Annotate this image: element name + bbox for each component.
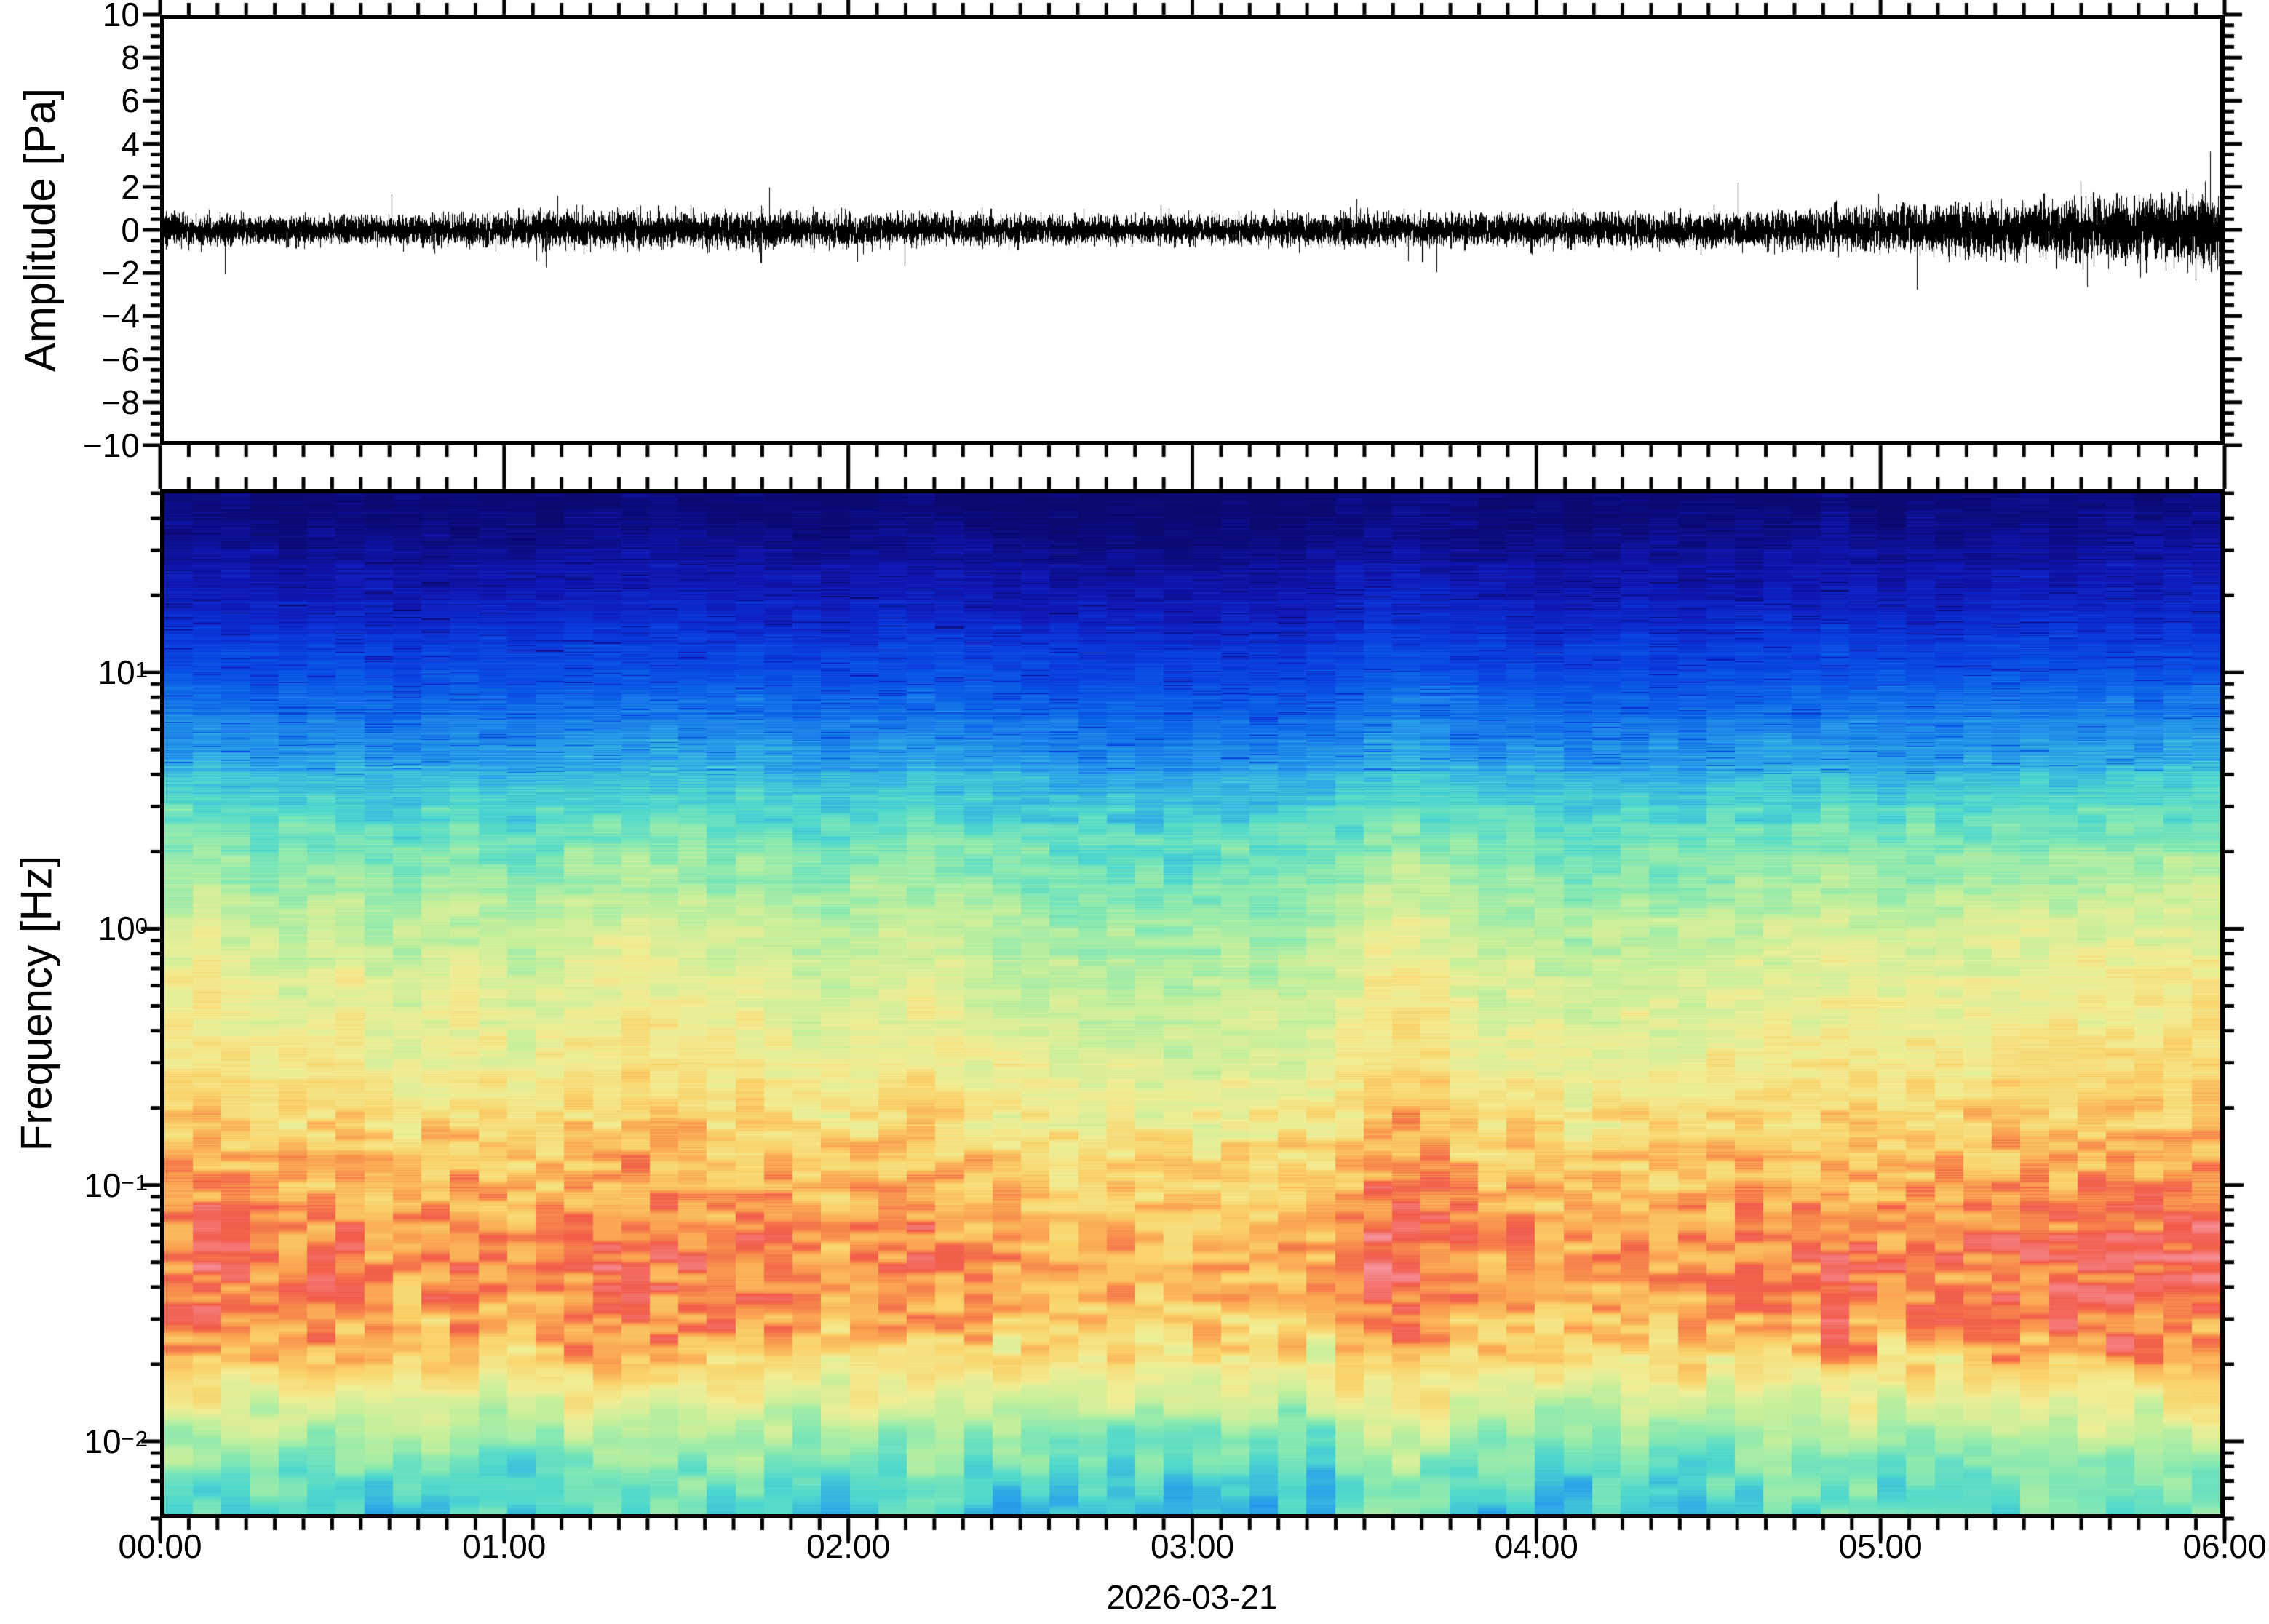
amplitude-tick-label: 0 <box>121 211 140 249</box>
waveform-plot <box>164 19 2220 441</box>
frequency-axis-title: Frequency [Hz] <box>12 855 61 1152</box>
date-label: 2026-03-21 <box>1106 1578 1278 1616</box>
amplitude-tick-label: −8 <box>101 383 140 421</box>
amplitude-tick-label: −2 <box>101 254 140 292</box>
amplitude-tick-label: 4 <box>121 124 140 163</box>
time-tick-label: 02:00 <box>806 1527 891 1565</box>
frequency-tick-label: 10−1 <box>84 1166 148 1204</box>
amplitude-tick-label: 6 <box>121 81 140 120</box>
frequency-tick-label: 101 <box>98 653 148 692</box>
spectrogram-plot <box>164 493 2220 1514</box>
time-tick-label: 01:00 <box>462 1527 547 1565</box>
amplitude-tick-label: 2 <box>121 167 140 206</box>
time-tick-label: 05:00 <box>1838 1527 1923 1565</box>
frequency-tick-label: 10−2 <box>84 1422 148 1460</box>
time-tick-label: 04:00 <box>1494 1527 1578 1565</box>
amplitude-tick-label: −6 <box>101 340 140 378</box>
time-tick-label: 00:00 <box>118 1527 202 1565</box>
amplitude-axis-title: Amplitude [Pa] <box>15 87 65 373</box>
amplitude-tick-label: −10 <box>82 426 140 464</box>
time-tick-label: 06:00 <box>2182 1527 2267 1565</box>
amplitude-tick-label: 10 <box>102 0 140 33</box>
time-tick-label: 03:00 <box>1150 1527 1235 1565</box>
amplitude-tick-label: 8 <box>121 39 140 77</box>
frequency-tick-label: 100 <box>98 909 148 948</box>
amplitude-tick-label: −4 <box>101 297 140 335</box>
